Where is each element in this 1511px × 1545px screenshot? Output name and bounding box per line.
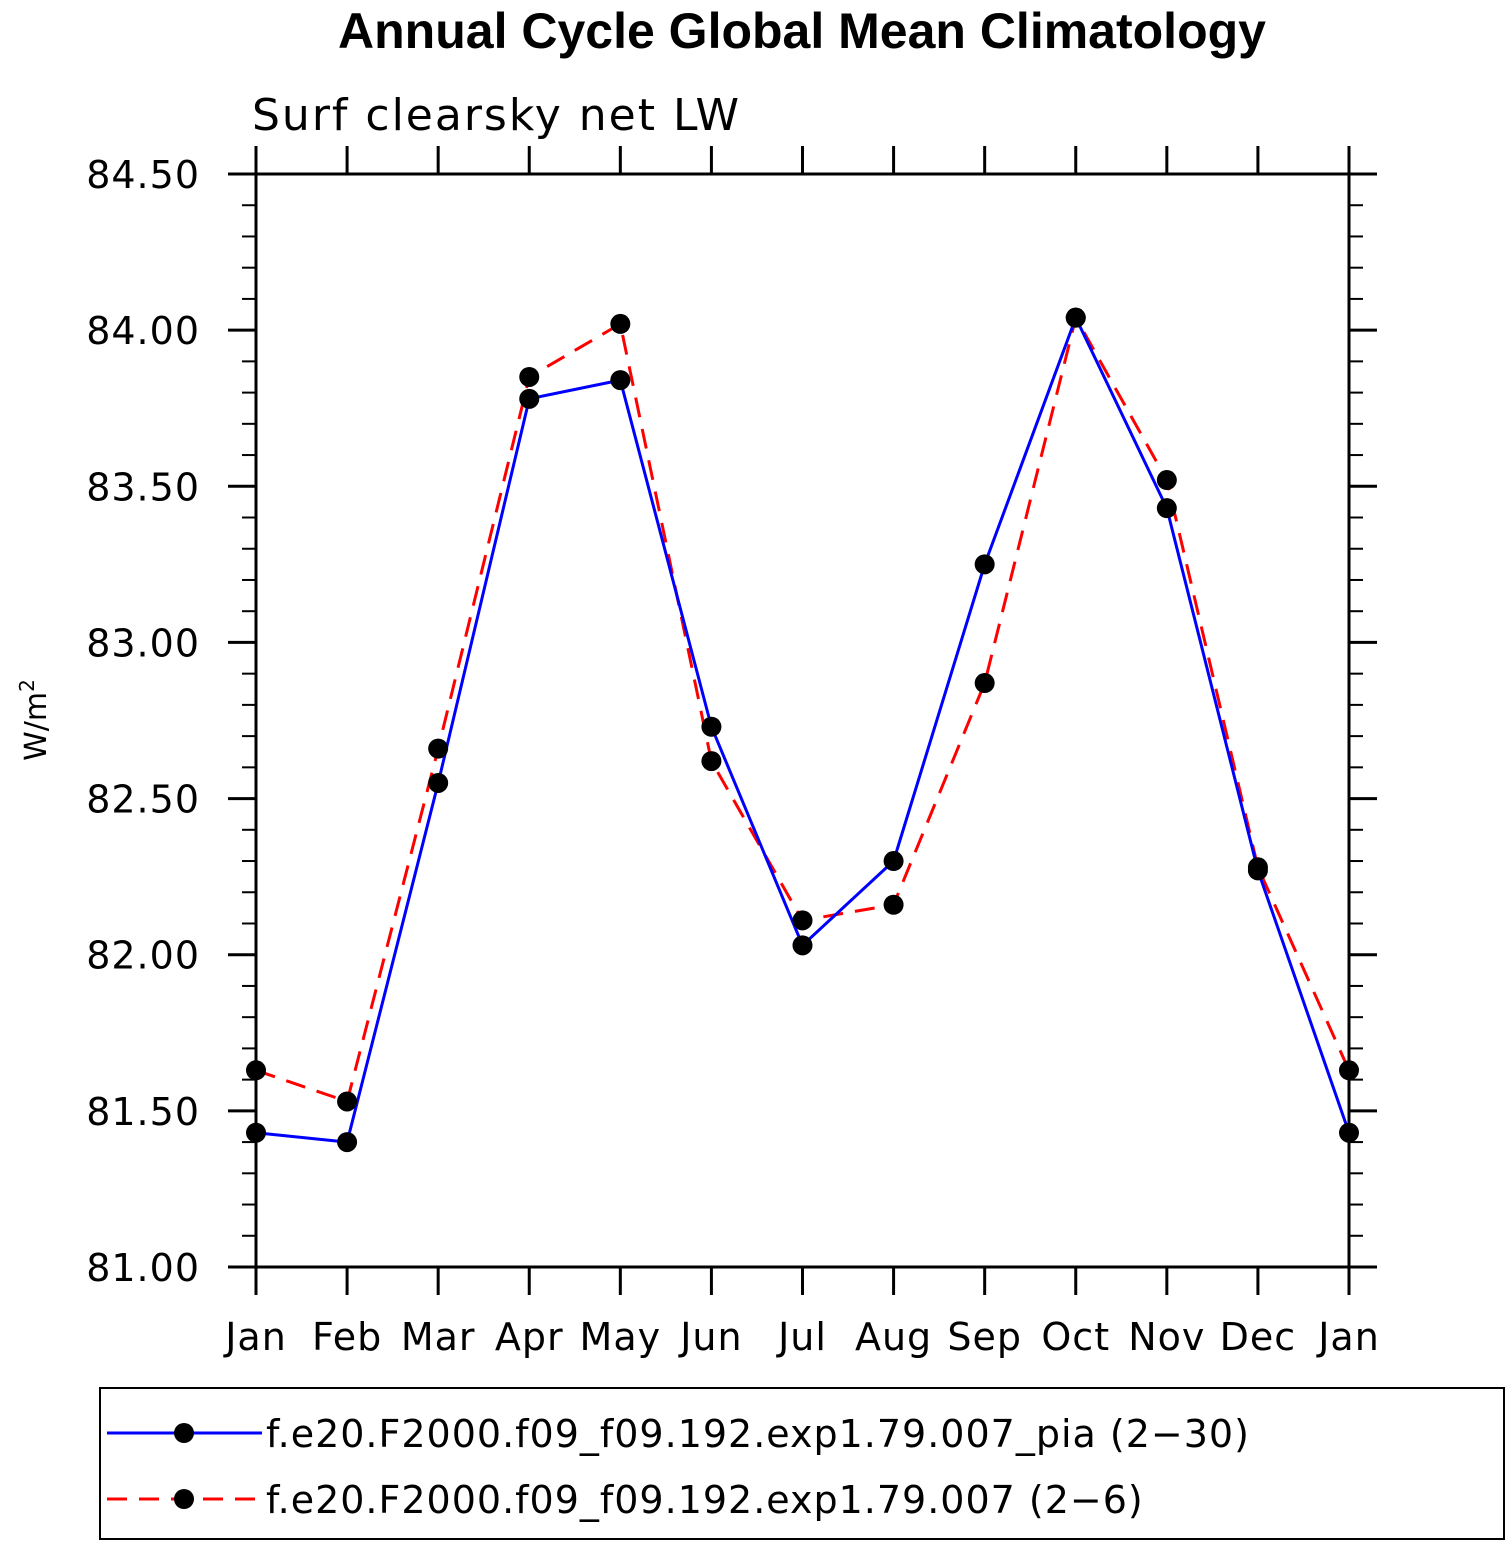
legend-box (99, 1387, 1505, 1540)
series-1-point (1156, 498, 1177, 519)
x-tick-label: Dec (1220, 1315, 1297, 1359)
y-tick-label: 83.00 (86, 621, 200, 665)
series-1-point (519, 388, 540, 409)
x-tick-label: Nov (1128, 1315, 1205, 1359)
series-2-point (883, 894, 904, 915)
series-2-point (974, 673, 995, 694)
series-1-point (883, 851, 904, 872)
plot-frame (254, 172, 1351, 1269)
y-tick-label: 82.00 (86, 934, 200, 978)
series-1-point (701, 716, 722, 737)
x-tick-label: Sep (947, 1315, 1022, 1359)
svg-text:W/m2: W/m2 (15, 679, 54, 761)
series-1-point (610, 370, 631, 391)
legend: f.e20.F2000.f09_f09.192.exp1.79.007_pia … (99, 1387, 1505, 1540)
y-tick-label: 81.00 (86, 1246, 200, 1290)
series-2-point (428, 738, 449, 759)
y-axis-label-superscript: 2 (15, 679, 39, 692)
axis-ticks (228, 146, 1377, 1295)
series-1-point (337, 1132, 358, 1153)
legend-marker-series-1 (174, 1423, 194, 1443)
y-tick-label: 84.50 (86, 153, 200, 197)
series-2-point (610, 313, 631, 334)
x-tick-label: Oct (1041, 1315, 1110, 1359)
series-1-point (792, 935, 813, 956)
series-1-point (428, 772, 449, 793)
y-tick-label: 82.50 (86, 778, 200, 822)
x-tick-label: Feb (312, 1315, 382, 1359)
x-tick-label: Jan (223, 1315, 287, 1359)
legend-label-series-2: f.e20.F2000.f09_f09.192.exp1.79.007 (2−6… (266, 1478, 1144, 1522)
x-tick-label: Apr (495, 1315, 564, 1359)
y-tick-label: 84.00 (86, 309, 200, 353)
y-tick-labels: 81.00 81.50 82.00 82.50 83.00 83.50 84.00 84.50 (86, 153, 200, 1290)
series-2-point (701, 751, 722, 772)
chart-title: Annual Cycle Global Mean Climatology (338, 3, 1266, 59)
series-2-point (1247, 857, 1268, 878)
series-2-point (1065, 307, 1086, 328)
y-tick-label: 81.50 (86, 1090, 200, 1134)
series-2-point (337, 1091, 358, 1112)
series-2-point (519, 366, 540, 387)
y-tick-label: 83.50 (86, 465, 200, 509)
x-tick-label: Mar (401, 1315, 476, 1359)
series-line-1 (255, 313, 1351, 1144)
series-2-point (792, 910, 813, 931)
y-axis-label-text: W/m (19, 692, 54, 761)
series-layer (246, 307, 1359, 1153)
x-tick-labels: Jan Feb Mar Apr May Jun Jul Aug Sep Oct Nov Dec Jan (223, 1315, 1380, 1359)
legend-label-series-1: f.e20.F2000.f09_f09.192.exp1.79.007_pia … (266, 1412, 1250, 1456)
x-tick-label: Aug (855, 1315, 932, 1359)
series-1-point (974, 554, 995, 575)
legend-marker-series-2 (174, 1489, 194, 1509)
x-tick-label: Jan (1316, 1315, 1380, 1359)
x-tick-label: May (580, 1315, 662, 1359)
series-2-point (1156, 470, 1177, 491)
y-axis-label: W/m2 (15, 679, 54, 761)
x-tick-label: Jul (776, 1315, 827, 1359)
series-line-2 (255, 313, 1351, 1104)
x-tick-label: Jun (678, 1315, 742, 1359)
chart-subtitle: Surf clearsky net LW (252, 90, 741, 141)
